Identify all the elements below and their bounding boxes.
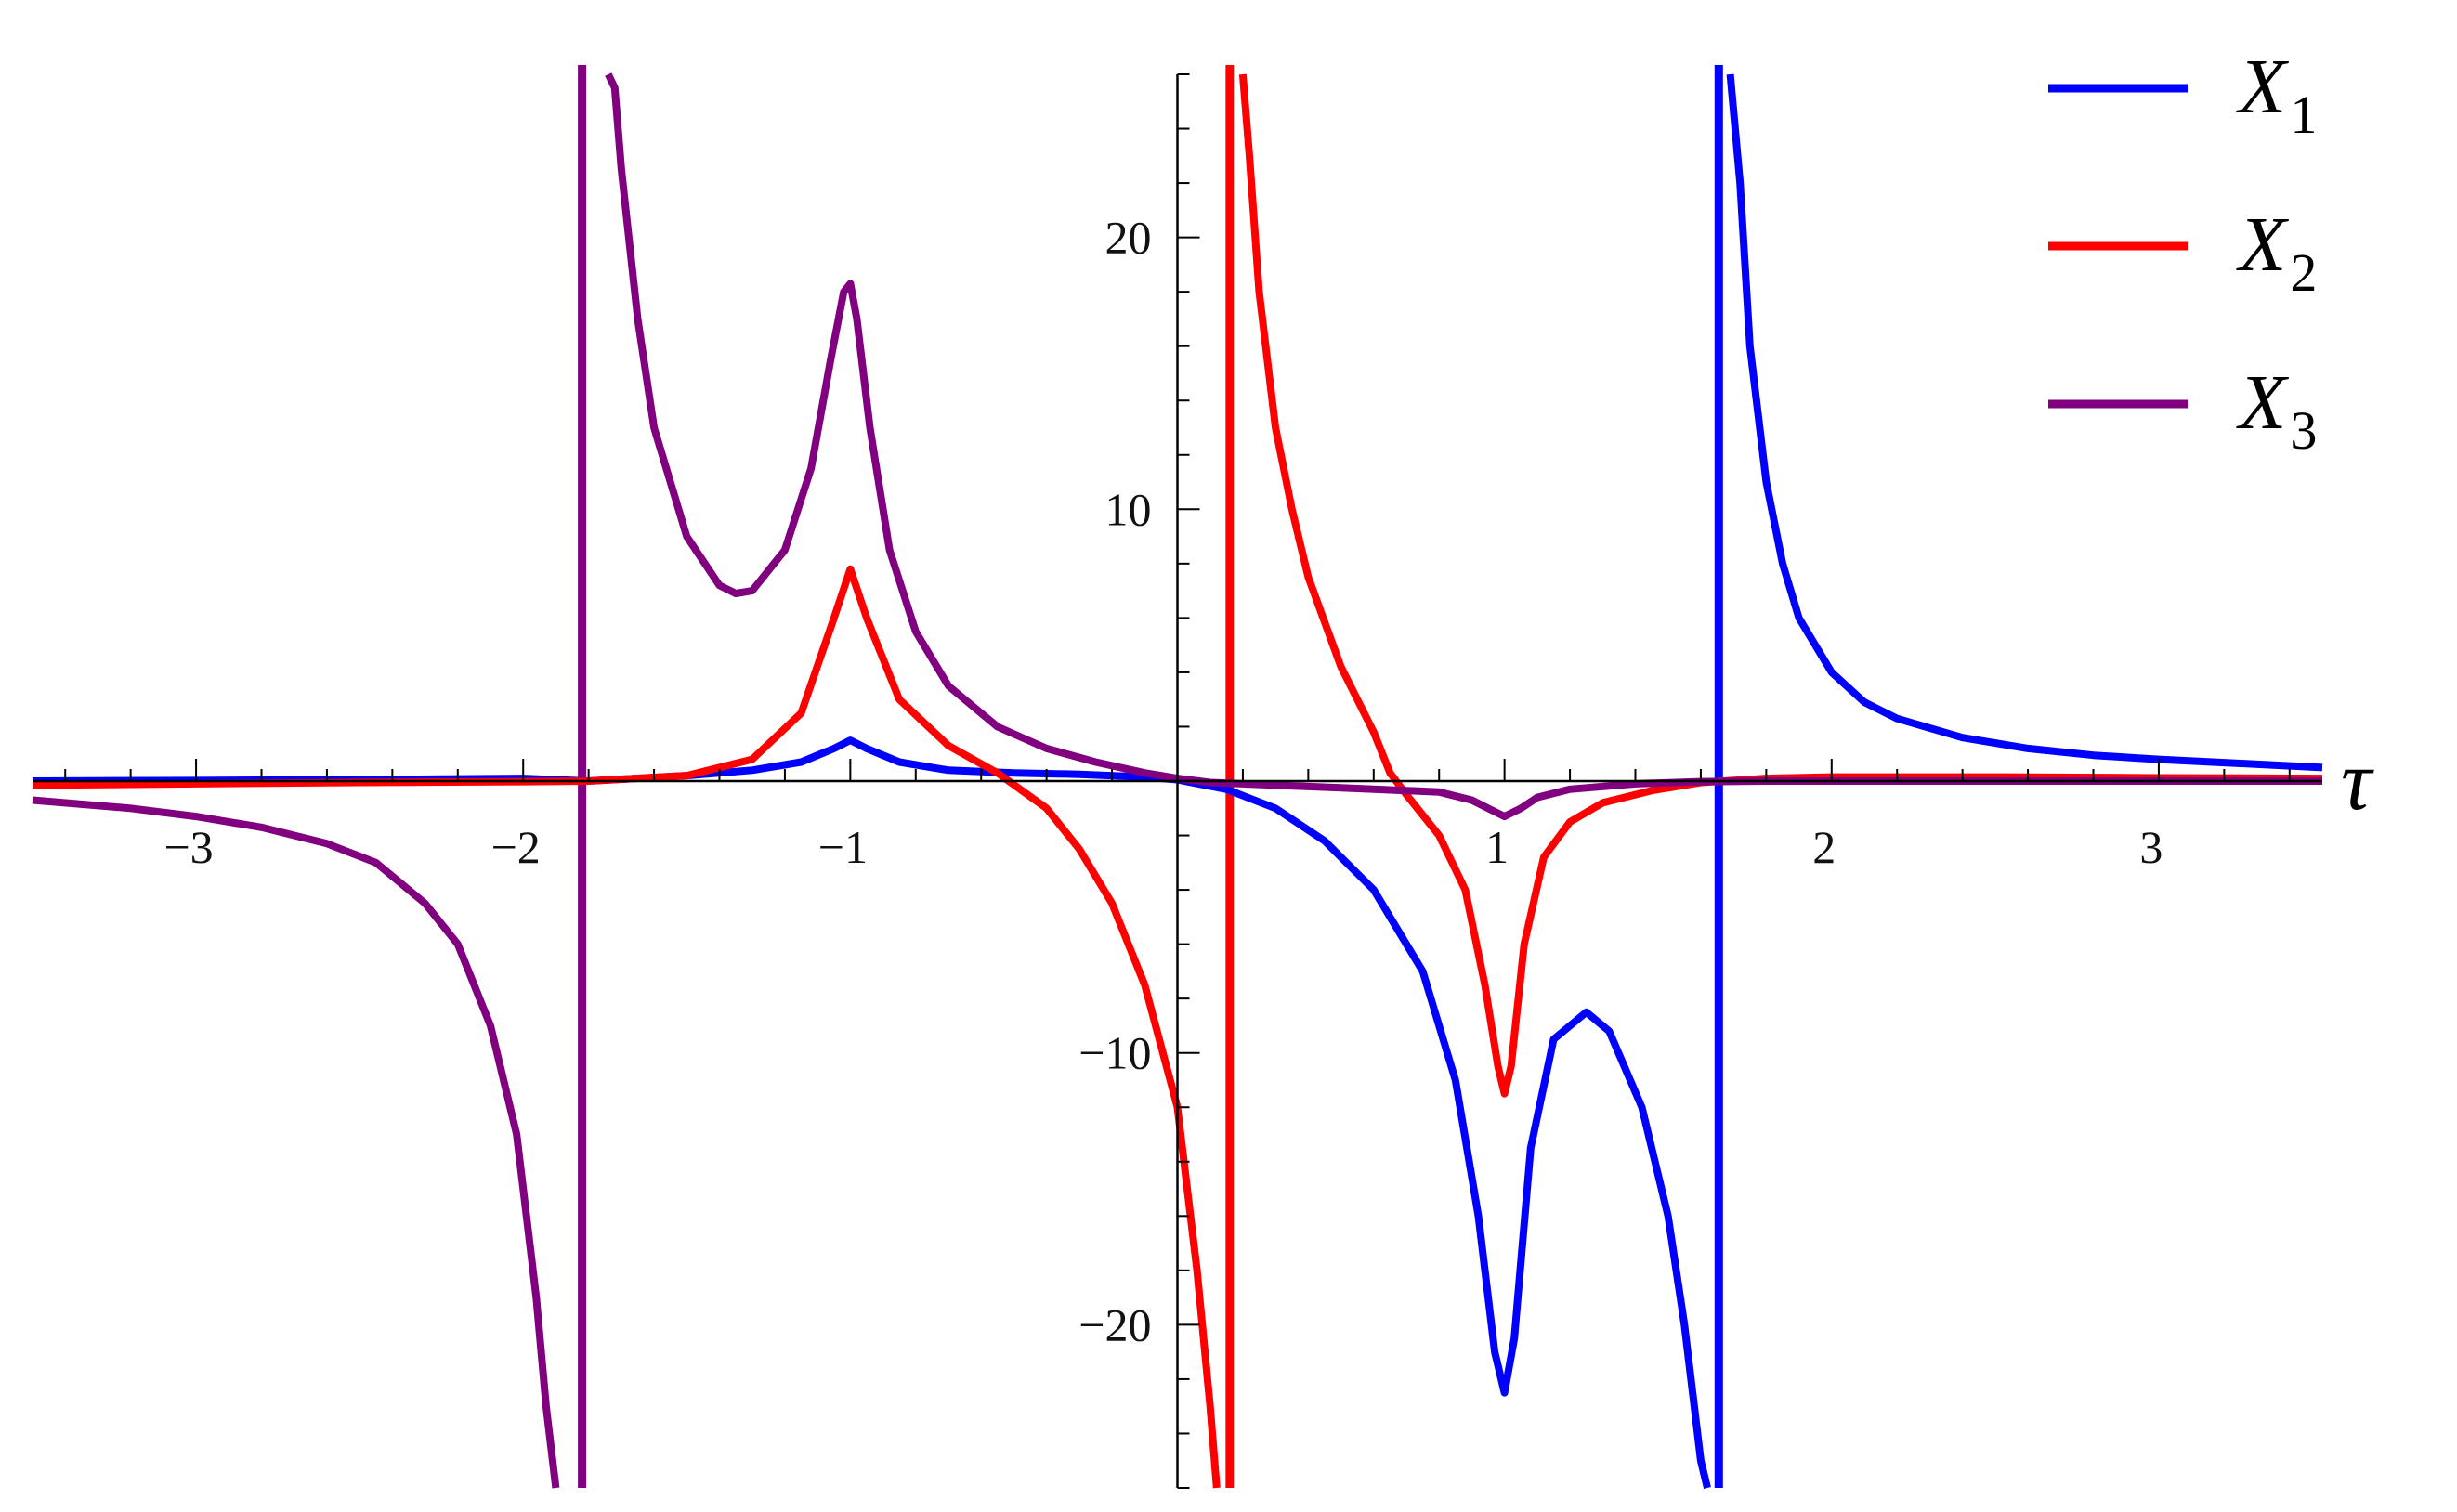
legend: X1 X2 X3: [2048, 44, 2317, 461]
legend-label: X3: [2236, 359, 2317, 461]
x-tick-label: 3: [2139, 821, 2163, 873]
y-tick-label: 10: [1105, 483, 1152, 535]
series-line-1: [32, 736, 1711, 1489]
y-axis-ticks: −20 −10 10 20: [1078, 73, 1200, 1489]
legend-label: X2: [2236, 202, 2317, 303]
series-line-2: [32, 565, 1221, 1489]
series-line-3: [605, 72, 2322, 821]
y-tick-label: 20: [1105, 212, 1152, 264]
x-tick-label: −1: [818, 821, 868, 873]
x-tick-label: −3: [163, 821, 213, 873]
axes: −3 −2 −1 1 2 3 −20 −10 10 20: [33, 73, 2322, 1489]
asymptote-lines: [578, 65, 1723, 1488]
x-axis-title: τ: [2341, 733, 2374, 828]
x-tick-label: 1: [1485, 821, 1509, 873]
y-tick-label: −20: [1078, 1298, 1151, 1350]
x-axis-ticks: −3 −2 −1 1 2 3: [64, 759, 2291, 873]
x-tick-label: −2: [491, 821, 541, 873]
legend-label: X1: [2236, 44, 2317, 145]
series-line-3: [32, 796, 560, 1489]
x-tick-label: 2: [1812, 821, 1836, 873]
y-tick-label: −10: [1078, 1027, 1151, 1079]
series-line-1: [1726, 73, 2323, 772]
